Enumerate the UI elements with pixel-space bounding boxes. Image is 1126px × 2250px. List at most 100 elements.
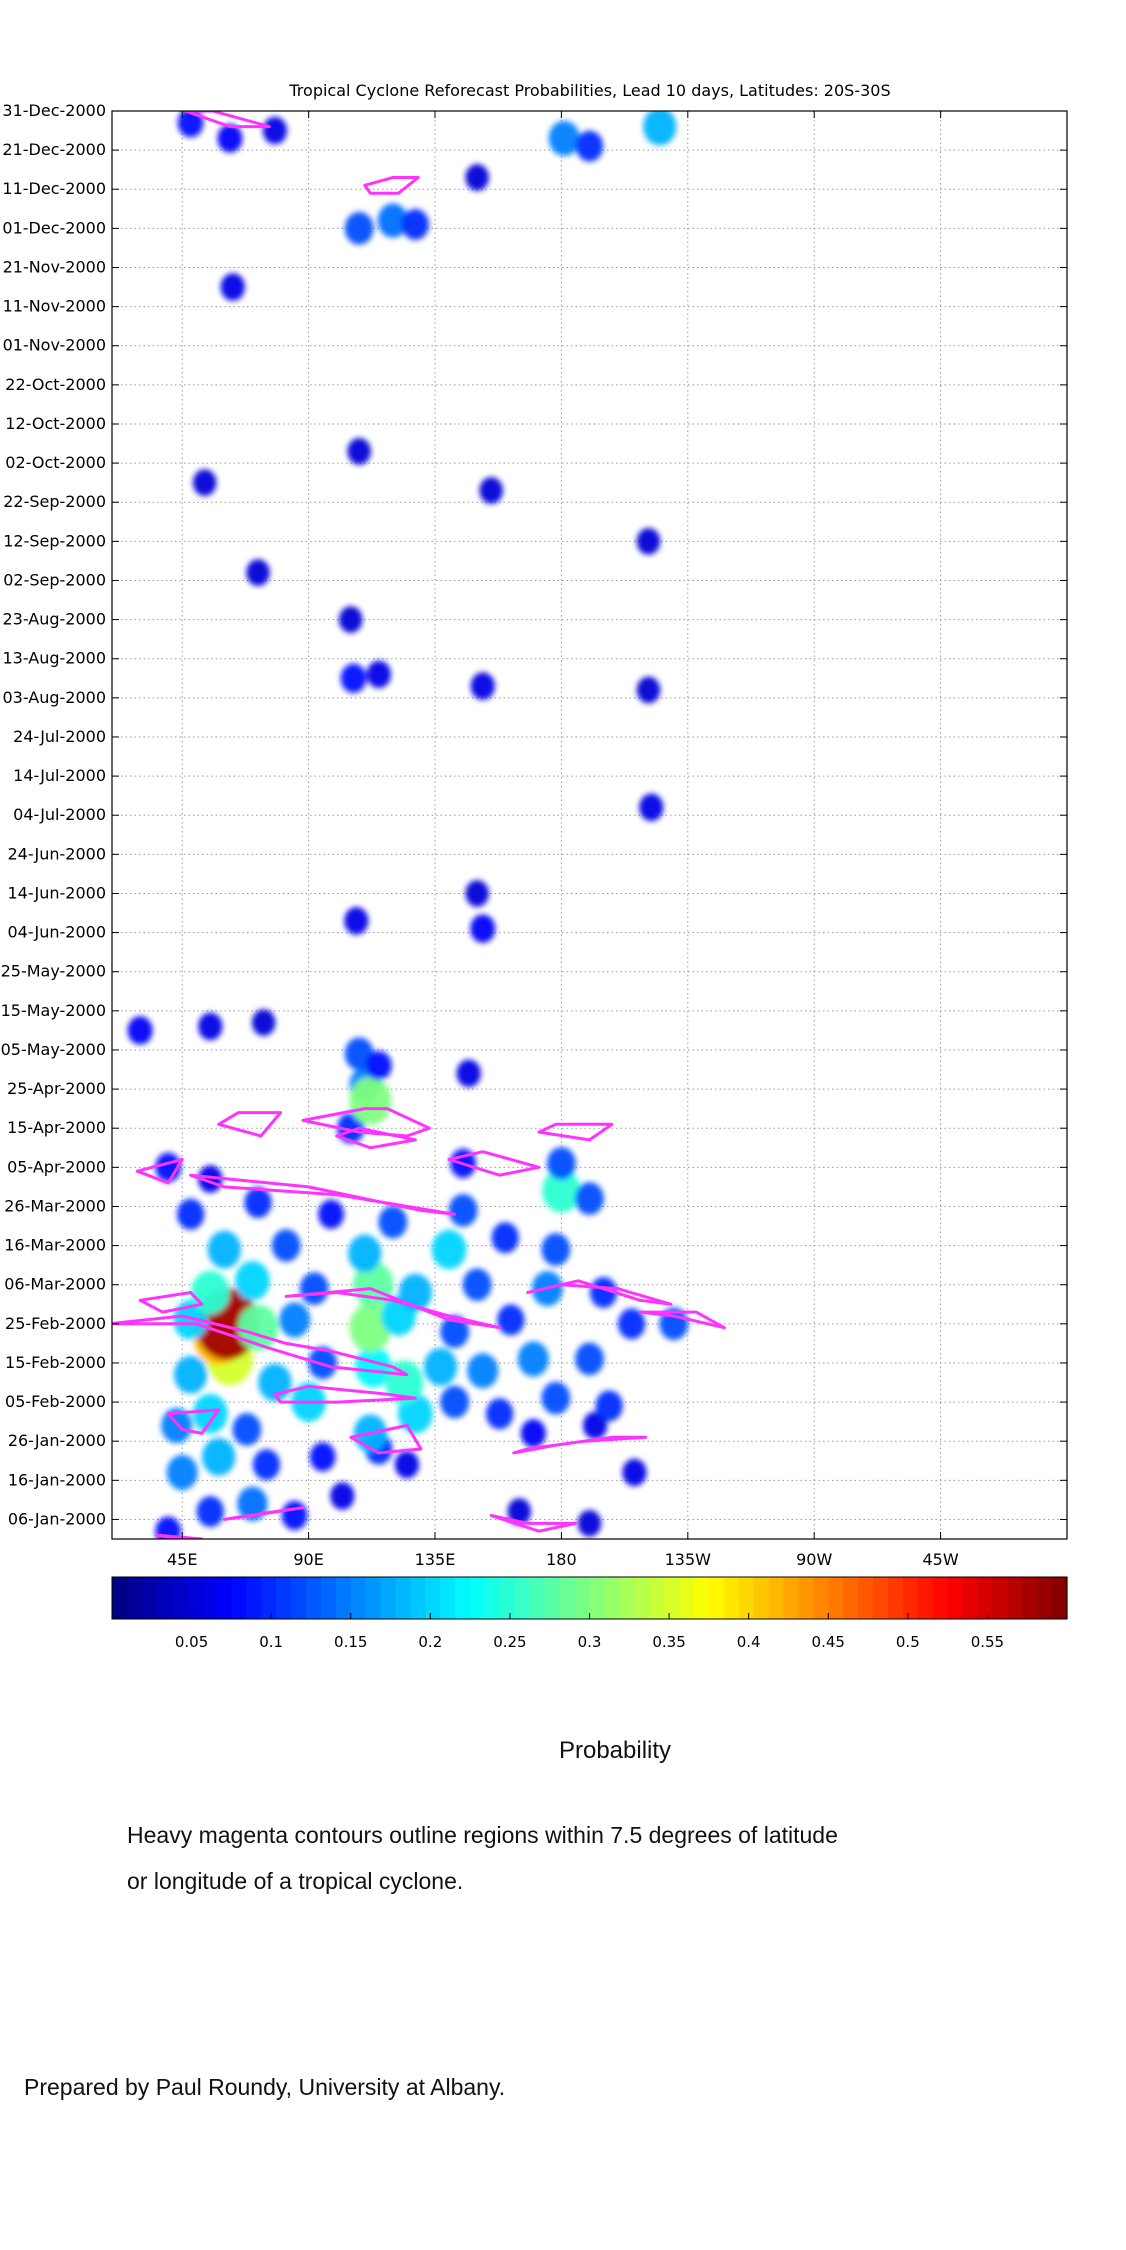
y-tick-label: 12-Oct-2000 [5, 414, 106, 433]
probability-cell [279, 1302, 311, 1338]
probability-cell [217, 124, 243, 153]
colorbar-tick-label: 0.1 [259, 1633, 283, 1651]
probability-cell [349, 1303, 392, 1352]
y-tick-label: 04-Jun-2000 [7, 923, 106, 942]
probability-cell [575, 1182, 604, 1215]
probability-cell [378, 1205, 408, 1239]
probability-cell [365, 1050, 392, 1081]
cyclone-contour [155, 1533, 204, 1539]
probability-cell [262, 116, 288, 145]
colorbar-segment [693, 1577, 710, 1619]
colorbar-segment [977, 1577, 993, 1619]
probability-cell [541, 1381, 571, 1415]
colorbar-tick-label: 0.35 [652, 1633, 685, 1651]
cyclone-contour [183, 111, 271, 129]
y-tick-label: 01-Nov-2000 [3, 336, 106, 355]
y-tick-label: 26-Mar-2000 [4, 1196, 106, 1215]
y-tick-label: 15-Apr-2000 [7, 1118, 106, 1137]
colorbar-segment [156, 1577, 173, 1619]
probability-cell [575, 1342, 604, 1376]
probability-cell [448, 1194, 478, 1227]
y-tick-label: 02-Sep-2000 [3, 570, 106, 589]
probability-cell [198, 1012, 223, 1041]
cyclone-contour [284, 1287, 502, 1330]
colorbar-segment [141, 1577, 158, 1619]
cyclone-contour [335, 1126, 417, 1150]
probability-cell [192, 1394, 228, 1434]
y-tick-label: 25-May-2000 [1, 962, 106, 981]
probability-cell [542, 1168, 581, 1213]
x-tick-label: 45E [167, 1550, 197, 1569]
colorbar-segment [395, 1577, 412, 1619]
y-tick-label: 16-Mar-2000 [4, 1236, 106, 1255]
probability-cell [366, 660, 391, 689]
y-tick-label: 26-Jan-2000 [8, 1431, 106, 1450]
cyclone-contour [363, 176, 420, 195]
colorbar-segment [604, 1577, 620, 1619]
chart: Tropical Cyclone Reforecast Probabilitie… [1, 81, 1068, 1651]
x-tick-label: 45W [923, 1550, 959, 1569]
x-tick-label: 135E [415, 1550, 456, 1569]
y-tick-label: 24-Jun-2000 [7, 844, 106, 863]
probability-cell [155, 1516, 182, 1539]
x-tick-label: 90W [796, 1550, 832, 1569]
probability-cell [622, 1458, 647, 1487]
cyclone-contour [489, 1514, 577, 1533]
probability-cell [330, 1482, 355, 1510]
probability-cell [547, 1147, 576, 1180]
probability-cell [349, 1076, 392, 1125]
y-tick-label: 02-Oct-2000 [5, 453, 106, 472]
probability-cell [235, 1261, 270, 1301]
colorbar-segment [201, 1577, 218, 1619]
colorbar-segment [932, 1577, 949, 1619]
y-tick-label: 22-Sep-2000 [3, 492, 106, 511]
probability-cell [456, 1059, 481, 1088]
probability-cell [520, 1419, 546, 1448]
probability-cell [394, 1450, 420, 1479]
probability-cell [344, 907, 369, 935]
cyclone-contour [112, 1314, 409, 1377]
x-axis: 45E 90E 135E 180 135W 90W 45W [167, 111, 959, 1569]
colorbar-segment [410, 1577, 426, 1619]
y-tick-label: 05-Apr-2000 [7, 1157, 106, 1176]
y-axis: 06-Jan-2000 16-Jan-2000 26-Jan-2000 05-Feb-… [1, 101, 1067, 1528]
colorbar-segment [798, 1577, 814, 1619]
colorbar-segment [589, 1577, 606, 1619]
probability-cell [462, 1268, 492, 1302]
probability-cell [246, 559, 270, 587]
y-tick-label: 23-Aug-2000 [2, 610, 106, 629]
cyclone-contour [526, 1279, 673, 1306]
colorbar-segment [305, 1577, 322, 1619]
colorbar-segment [828, 1577, 844, 1619]
probability-cell [299, 1272, 329, 1305]
probability-cell [639, 793, 664, 822]
colorbar-segment [112, 1577, 128, 1619]
colorbar-segment [1037, 1577, 1053, 1619]
probability-cell [355, 1346, 392, 1388]
probability-cell [636, 527, 661, 555]
probability-field [127, 111, 689, 1539]
y-tick-label: 05-May-2000 [1, 1040, 106, 1059]
colorbar-segment [261, 1577, 277, 1619]
colorbar-segment [708, 1577, 725, 1619]
probability-cell [251, 1009, 276, 1036]
probability-cell [575, 130, 604, 162]
colorbar-segment [529, 1577, 546, 1619]
colorbar-segment [858, 1577, 874, 1619]
probability-cell [401, 208, 429, 240]
probability-cell [318, 1199, 344, 1229]
probability-cell [348, 1234, 382, 1273]
probability-cell [347, 437, 371, 465]
colorbar-segment [335, 1577, 352, 1619]
probability-cell [220, 273, 245, 301]
probability-cell [252, 1449, 281, 1481]
colorbar-segment [276, 1577, 292, 1619]
probability-cell [440, 1315, 470, 1348]
y-tick-label: 05-Feb-2000 [5, 1392, 106, 1411]
y-tick-label: 03-Aug-2000 [2, 688, 106, 707]
probability-cell [617, 1308, 646, 1340]
colorbar-segment [559, 1577, 576, 1619]
y-tick-label: 21-Nov-2000 [3, 257, 106, 276]
x-tick-label: 180 [546, 1550, 577, 1569]
colorbar-segment [171, 1577, 188, 1619]
